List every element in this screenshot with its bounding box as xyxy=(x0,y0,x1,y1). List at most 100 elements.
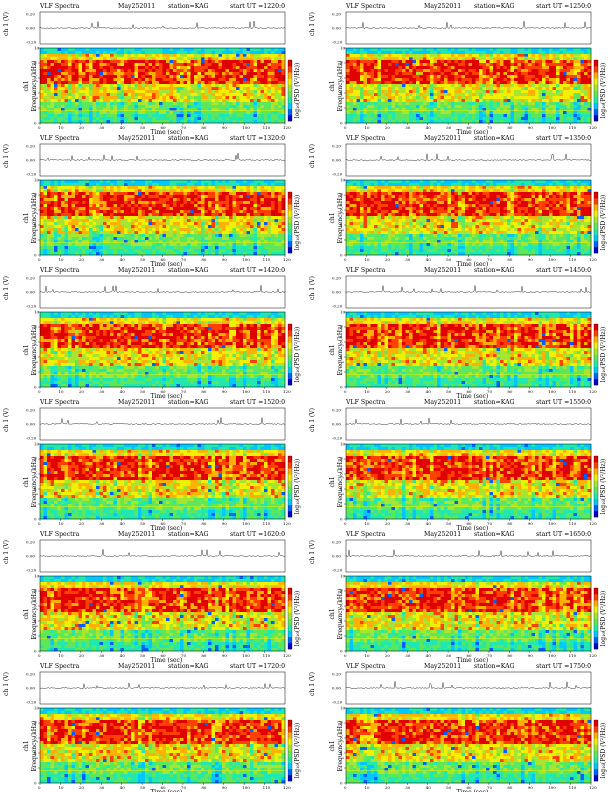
x-tick-label: 60 xyxy=(467,257,473,262)
y-tick-label: 4 xyxy=(34,355,37,360)
y-tick-label: 4 xyxy=(34,487,37,492)
colorbar xyxy=(594,60,598,122)
y-tick-label: 2 xyxy=(340,766,343,771)
y-tick-label: 2 xyxy=(340,502,343,507)
panel-title: VLF Spectra xyxy=(40,135,79,142)
panel-date: May252011 xyxy=(424,267,461,274)
y-tick-label: 4 xyxy=(340,487,343,492)
y-tick-label: 0 xyxy=(34,385,37,390)
x-tick-label: 10 xyxy=(364,257,370,262)
spectrum-panel: VLF Spectra May252011 station=KAG start UT … xyxy=(0,2,301,137)
ch1-axis-label: ch 1 (V) xyxy=(3,672,10,696)
y-tick-label: 2 xyxy=(34,370,37,375)
spectrogram xyxy=(40,444,286,520)
y-tick-label: 8 xyxy=(34,325,37,330)
x-tick-label: 90 xyxy=(222,653,228,658)
x-tick-label: 120 xyxy=(589,653,597,658)
ch1-trace xyxy=(39,285,286,294)
x-tick-label: 60 xyxy=(161,389,167,394)
x-tick-label: 0 xyxy=(344,389,347,394)
ch1-tick-label: 0.20 xyxy=(332,276,341,281)
panel-start-ut: start UT =1750:0 xyxy=(536,663,591,670)
y-tick-label: 0 xyxy=(34,517,37,522)
x-axis-label: Time (sec) xyxy=(457,393,489,400)
x-tick-label: 50 xyxy=(446,257,452,262)
colorbar-frame xyxy=(287,191,293,254)
y-tick-label: 0 xyxy=(34,649,37,654)
ch1-tick-label: -0.20 xyxy=(26,568,37,573)
colorbar-label: log₁₀(PSD (V²/Hz)) xyxy=(600,591,607,647)
ch1-trace xyxy=(345,153,592,162)
x-tick-label: 50 xyxy=(446,125,452,130)
ch1-axis-label: ch 1 (V) xyxy=(309,408,316,432)
panel-title: VLF Spectra xyxy=(346,399,385,406)
panel-station: station=KAG xyxy=(168,135,209,142)
ch1-tick-label: -0.20 xyxy=(26,172,37,177)
x-tick-label: 0 xyxy=(38,389,41,394)
x-tick-label: 80 xyxy=(201,785,207,790)
y-axis-label: Frequency (kHz) xyxy=(31,324,38,375)
x-tick-label: 90 xyxy=(528,257,534,262)
x-tick-label: 20 xyxy=(385,521,391,526)
y-tick-label: 10 xyxy=(340,442,346,447)
x-tick-label: 30 xyxy=(99,257,105,262)
y-tick-label: 0 xyxy=(340,385,343,390)
ch1-tick-label: 0.20 xyxy=(26,540,35,545)
x-tick-label: 100 xyxy=(242,125,250,130)
ch1-label: ch1 xyxy=(23,476,30,487)
ch1-trace xyxy=(39,417,286,426)
panel-date: May252011 xyxy=(118,135,155,142)
ch1-label: ch1 xyxy=(329,344,336,355)
ch1-trace xyxy=(345,417,592,426)
x-tick-label: 70 xyxy=(487,257,493,262)
panel-start-ut: start UT =1250:0 xyxy=(536,3,591,10)
y-tick-label: 6 xyxy=(340,736,343,741)
ch1-tick-label: 0.20 xyxy=(332,12,341,17)
panel-date: May252011 xyxy=(424,135,461,142)
y-tick-label: 4 xyxy=(340,223,343,228)
x-tick-label: 30 xyxy=(99,521,105,526)
x-tick-label: 60 xyxy=(161,653,167,658)
x-tick-label: 30 xyxy=(405,257,411,262)
x-tick-label: 100 xyxy=(548,257,556,262)
y-tick-label: 2 xyxy=(340,106,343,111)
panel-station: station=KAG xyxy=(168,663,209,670)
y-tick-label: 6 xyxy=(34,604,37,609)
colorbar-frame xyxy=(287,323,293,386)
ch1-tick-label: 0.00 xyxy=(332,158,341,163)
x-tick-label: 110 xyxy=(569,125,577,130)
x-tick-label: 60 xyxy=(467,521,473,526)
ch1-trace xyxy=(39,153,286,162)
y-tick-label: 6 xyxy=(34,472,37,477)
panel-date: May252011 xyxy=(424,663,461,670)
spectrogram xyxy=(40,576,286,652)
colorbar xyxy=(594,192,598,254)
spectrum-panel: VLF Spectra May252011 station=KAG start UT … xyxy=(306,530,607,664)
panel-title: VLF Spectra xyxy=(346,531,385,538)
ch1-trace xyxy=(345,285,592,294)
x-tick-label: 10 xyxy=(58,785,64,790)
x-tick-label: 20 xyxy=(79,125,85,130)
y-tick-label: 4 xyxy=(340,619,343,624)
x-axis-label: Time (sec) xyxy=(457,657,489,664)
x-tick-label: 40 xyxy=(120,389,126,394)
x-tick-label: 0 xyxy=(38,653,41,658)
x-tick-label: 110 xyxy=(569,257,577,262)
y-tick-label: 8 xyxy=(34,193,37,198)
colorbar-frame xyxy=(287,59,293,122)
ch1-frame xyxy=(39,407,286,441)
x-tick-label: 30 xyxy=(99,125,105,130)
x-tick-label: 120 xyxy=(283,521,291,526)
panel-title: VLF Spectra xyxy=(40,531,79,538)
panel-start-ut: start UT =1350:0 xyxy=(536,135,591,142)
panel-station: station=KAG xyxy=(474,3,515,10)
panel-date: May252011 xyxy=(118,399,155,406)
y-tick-label: 2 xyxy=(340,238,343,243)
x-tick-label: 20 xyxy=(79,521,85,526)
colorbar-label: log₁₀(PSD (V²/Hz)) xyxy=(600,63,607,119)
x-tick-label: 110 xyxy=(263,785,271,790)
y-tick-label: 0 xyxy=(340,781,343,786)
